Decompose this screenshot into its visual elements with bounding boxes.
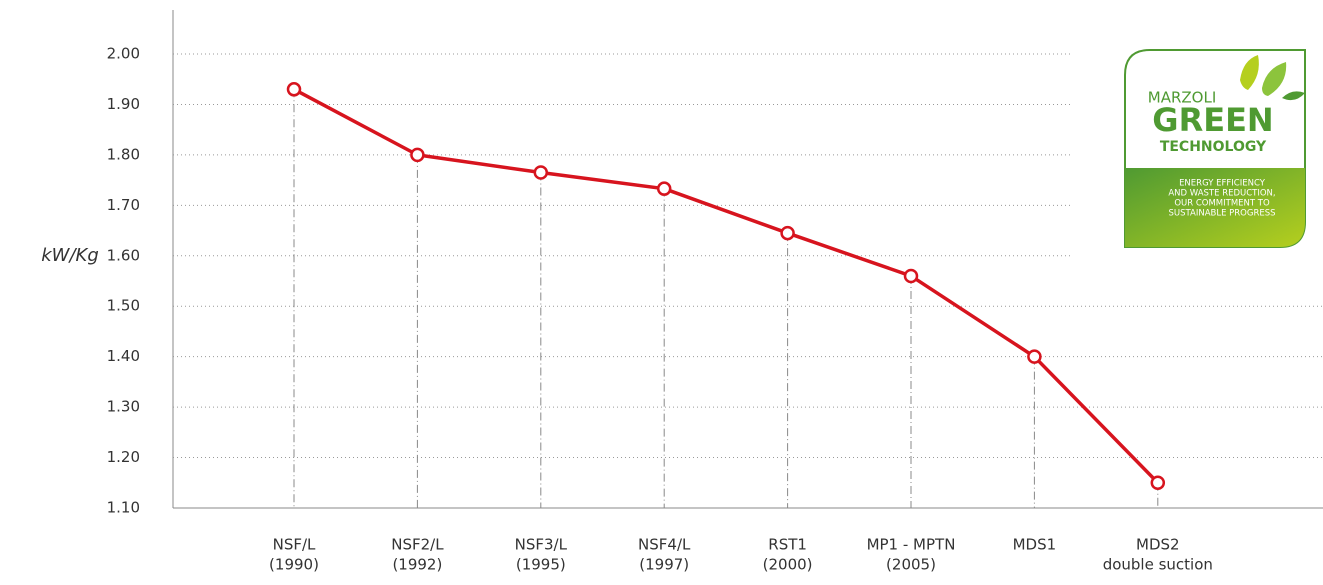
logo-tagline: OUR COMMITMENT TO bbox=[1174, 199, 1270, 209]
logo-headline: GREEN bbox=[1152, 101, 1273, 139]
x-tick-label: NSF/L bbox=[273, 536, 316, 554]
point-marker bbox=[1027, 349, 1042, 364]
y-tick-label: 2.00 bbox=[107, 45, 140, 63]
x-tick-label: (2005) bbox=[886, 556, 936, 574]
point-marker bbox=[780, 225, 795, 241]
x-tick-label: MP1 - MPTN bbox=[867, 536, 956, 554]
logo-leaf bbox=[1262, 62, 1287, 96]
y-tick-label: 1.90 bbox=[107, 95, 140, 113]
y-tick-label: 1.30 bbox=[107, 398, 140, 416]
x-tick-label: (2000) bbox=[763, 556, 813, 574]
y-tick-label: 1.40 bbox=[107, 347, 140, 365]
x-tick-label: NSF3/L bbox=[515, 536, 568, 554]
x-tick-label: (1990) bbox=[269, 556, 319, 574]
x-tick-label: MDS1 bbox=[1013, 536, 1057, 554]
y-tick-label: 1.80 bbox=[107, 145, 140, 163]
point-marker bbox=[410, 147, 425, 163]
series-line bbox=[293, 87, 1160, 485]
point-marker bbox=[533, 165, 549, 180]
logo-leaf bbox=[1282, 91, 1305, 101]
point-marker bbox=[1150, 475, 1166, 491]
logo-band bbox=[1125, 168, 1305, 247]
y-tick-label: 1.10 bbox=[107, 499, 140, 517]
x-tick-label: RST1 bbox=[768, 536, 807, 554]
x-tick-label: MDS2 bbox=[1136, 536, 1180, 554]
logo-brand: MARZOLI bbox=[1148, 89, 1217, 107]
grid bbox=[173, 53, 1323, 508]
y-axis-label: kW/Kg bbox=[41, 245, 99, 266]
logo: MARZOLI GREEN TECHNOLOGY ENERGY EFFICIEN… bbox=[1124, 49, 1306, 248]
logo-leaf bbox=[1240, 55, 1259, 90]
y-tick-label: 1.70 bbox=[107, 196, 140, 214]
logo-tagline: SUSTAINABLE PROGRESS bbox=[1168, 209, 1275, 219]
x-tick-label: (1992) bbox=[392, 556, 442, 574]
x-tick-label: double suction bbox=[1103, 556, 1213, 574]
x-tick-label: NSF4/L bbox=[638, 536, 691, 554]
point-marker bbox=[903, 268, 919, 284]
y-tick-label: 1.60 bbox=[107, 246, 140, 264]
axes bbox=[172, 10, 1323, 509]
x-tick-label: NSF2/L bbox=[391, 536, 444, 554]
point-marker bbox=[286, 82, 302, 97]
logo-subline: TECHNOLOGY bbox=[1160, 139, 1267, 155]
logo-tagline: AND WASTE REDUCTION, bbox=[1168, 189, 1275, 199]
x-tick-label: (1995) bbox=[516, 556, 566, 574]
y-tick-label: 1.50 bbox=[107, 297, 140, 315]
y-tick-label: 1.20 bbox=[107, 448, 140, 466]
point-marker bbox=[656, 181, 672, 196]
x-tick-label: (1997) bbox=[639, 556, 689, 574]
logo-tagline: ENERGY EFFICIENCY bbox=[1179, 179, 1266, 189]
